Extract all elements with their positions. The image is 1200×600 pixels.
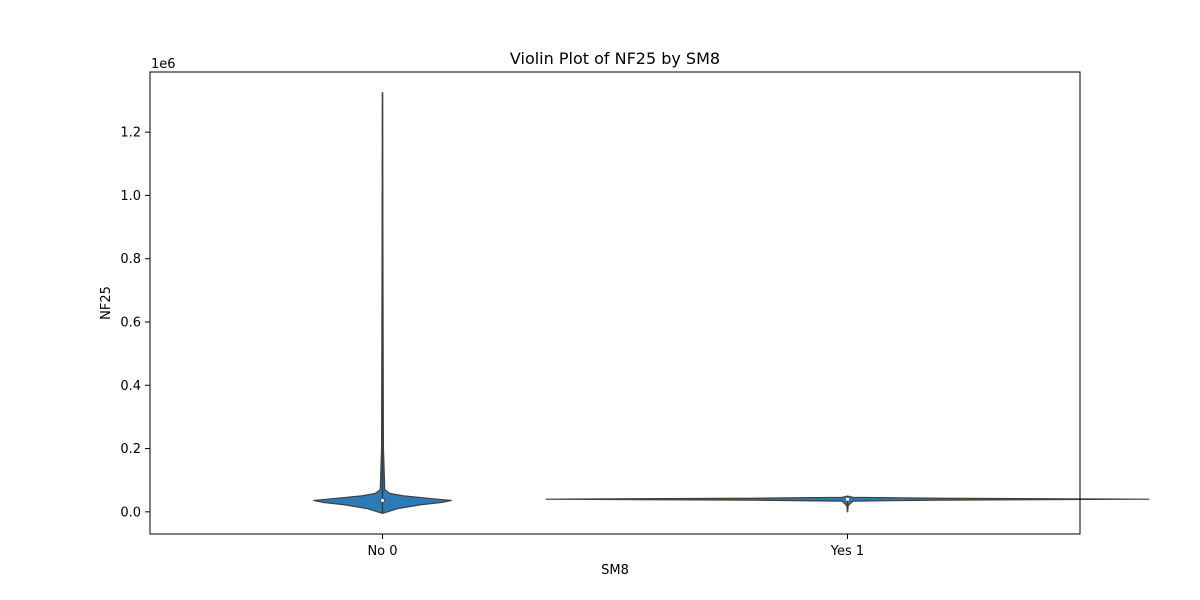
y-tick-label: 0.6 [120,315,141,330]
plot-frame [149,71,1081,535]
x-tick-label: Yes 1 [830,544,864,559]
violin-yes-1 [545,495,1150,513]
violin-median-marker [845,497,850,501]
y-axis-label: NF25 [99,286,114,320]
violin-median-marker [380,498,385,503]
violin-no-0 [313,91,452,515]
x-axis-label: SM8 [601,563,629,578]
y-tick-label: 0.2 [120,442,141,457]
y-tick-label: 1.2 [120,126,141,141]
y-tick-label: 0.8 [120,252,141,267]
x-axis-ticks: No 0 Yes 1 [367,534,864,559]
y-axis-offset-label: 1e6 [151,57,176,72]
y-axis-ticks: 0.0 0.2 0.4 0.6 0.8 1.0 1.2 [120,126,150,520]
plot-area [313,91,1150,515]
y-tick-label: 1.0 [120,189,141,204]
y-tick-label: 0.4 [120,379,141,394]
y-tick-label: 0.0 [120,505,141,520]
chart-title: Violin Plot of NF25 by SM8 [510,49,720,68]
x-tick-label: No 0 [367,544,397,559]
